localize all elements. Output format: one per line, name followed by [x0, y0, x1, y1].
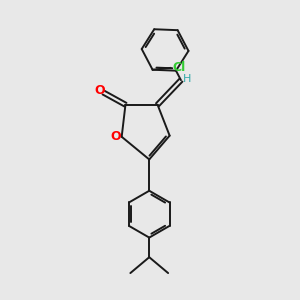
Text: Cl: Cl — [172, 61, 186, 74]
Text: H: H — [183, 74, 192, 84]
Text: O: O — [110, 130, 121, 143]
Text: O: O — [94, 84, 105, 97]
